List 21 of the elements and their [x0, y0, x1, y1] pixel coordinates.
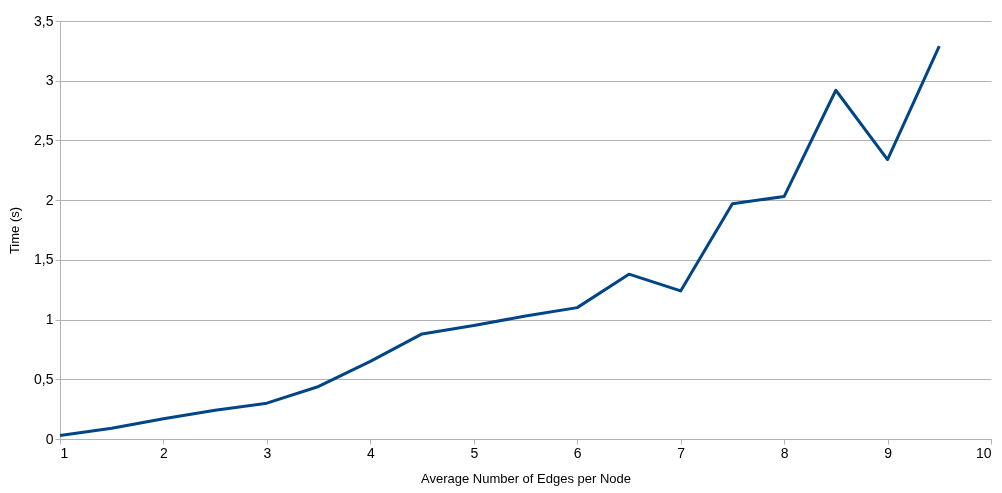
y-axis-title: Time (s): [7, 206, 23, 255]
y-tick-label: 1: [45, 311, 54, 328]
x-tick-label: 9: [884, 444, 893, 461]
y-tick-label: 1,5: [34, 251, 54, 268]
y-tick-label: 2: [45, 191, 54, 208]
x-tick-label: 8: [780, 444, 789, 461]
x-tick-label: 4: [366, 444, 375, 461]
y-tick-label: 0,5: [34, 370, 54, 387]
x-tick-label: 7: [677, 444, 686, 461]
x-tick-label: 1: [60, 444, 69, 461]
y-tick-label: 3: [45, 72, 54, 89]
x-tick-label: 6: [573, 444, 582, 461]
x-tick-label: 2: [160, 444, 169, 461]
x-tick-label: 10: [975, 444, 992, 461]
x-axis-title: Average Number of Edges per Node: [420, 470, 632, 486]
y-tick-label: 3,5: [34, 12, 54, 29]
y-tick-label: 2,5: [34, 131, 54, 148]
line-series: [58, 44, 941, 437]
y-tick-label: 0: [45, 430, 54, 447]
x-tick-label: 3: [263, 444, 272, 461]
x-tick-label: 5: [470, 444, 479, 461]
